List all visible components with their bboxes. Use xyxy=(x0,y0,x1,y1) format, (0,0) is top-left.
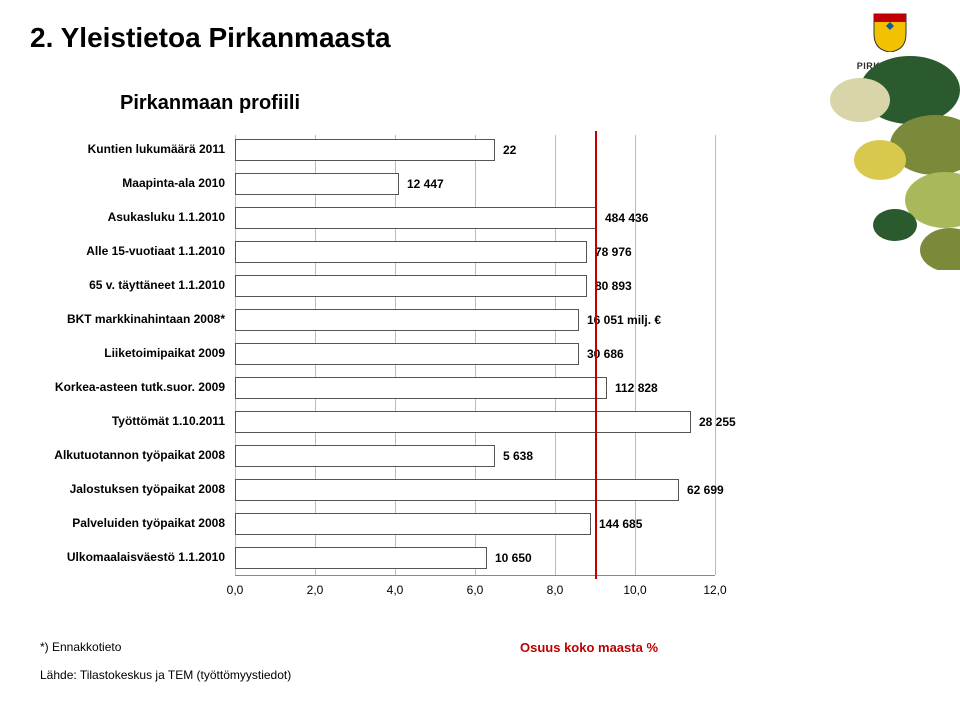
row-label: Alle 15-vuotiaat 1.1.2010 xyxy=(40,245,225,258)
bar xyxy=(235,343,579,365)
bar-value: 484 436 xyxy=(605,207,648,229)
x-axis-title: Osuus koko maasta % xyxy=(520,640,658,655)
row-label: Jalostuksen työpaikat 2008 xyxy=(40,483,225,496)
row-label: 65 v. täyttäneet 1.1.2010 xyxy=(40,279,225,292)
bar-value: 112 828 xyxy=(615,377,658,399)
bar xyxy=(235,445,495,467)
row-label: Liiketoimipaikat 2009 xyxy=(40,347,225,360)
bar-value: 10 650 xyxy=(495,547,532,569)
bar-value: 16 051 milj. € xyxy=(587,309,661,331)
bar-value: 78 976 xyxy=(595,241,632,263)
bar xyxy=(235,173,399,195)
bar xyxy=(235,547,487,569)
bar xyxy=(235,479,679,501)
plot-area: 0,02,04,06,08,010,012,02212 447484 43678… xyxy=(235,135,715,576)
bar xyxy=(235,275,587,297)
bar-value: 28 255 xyxy=(699,411,736,433)
shield-icon xyxy=(872,12,908,52)
x-tick-label: 2,0 xyxy=(307,583,324,597)
footnote-source: Lähde: Tilastokeskus ja TEM (työttömyyst… xyxy=(40,668,291,682)
bar-value: 144 685 xyxy=(599,513,642,535)
row-label: BKT markkinahintaan 2008* xyxy=(40,313,225,326)
row-label: Palveluiden työpaikat 2008 xyxy=(40,517,225,530)
row-label: Kuntien lukumäärä 2011 xyxy=(40,143,225,156)
bar xyxy=(235,139,495,161)
row-label: Työttömät 1.10.2011 xyxy=(40,415,225,428)
footnote-ennakkotieto: *) Ennakkotieto xyxy=(40,640,121,654)
x-tick-label: 8,0 xyxy=(547,583,564,597)
bar-chart: Kuntien lukumäärä 2011 Maapinta-ala 2010 A… xyxy=(40,135,740,635)
bar xyxy=(235,411,691,433)
row-label: Korkea-asteen tutk.suor. 2009 xyxy=(40,381,225,394)
x-tick-label: 6,0 xyxy=(467,583,484,597)
x-tick-label: 0,0 xyxy=(227,583,244,597)
chart-subtitle: Pirkanmaan profiili xyxy=(120,92,300,115)
decorative-blobs xyxy=(760,50,960,270)
bar xyxy=(235,377,607,399)
bar xyxy=(235,241,587,263)
page-title: 2. Yleistietoa Pirkanmaasta xyxy=(30,22,391,54)
bar-value: 80 893 xyxy=(595,275,632,297)
x-tick-label: 12,0 xyxy=(703,583,726,597)
gridline xyxy=(635,135,636,575)
gridline xyxy=(715,135,716,575)
y-axis-labels: Kuntien lukumäärä 2011 Maapinta-ala 2010 A… xyxy=(40,135,225,575)
row-label: Maapinta-ala 2010 xyxy=(40,177,225,190)
bar xyxy=(235,207,597,229)
bar-value: 62 699 xyxy=(687,479,724,501)
x-tick-label: 4,0 xyxy=(387,583,404,597)
row-label: Ulkomaalaisväestö 1.1.2010 xyxy=(40,551,225,564)
row-label: Asukasluku 1.1.2010 xyxy=(40,211,225,224)
bar-value: 22 xyxy=(503,139,516,161)
bar-value: 30 686 xyxy=(587,343,624,365)
row-label: Alkutuotannon työpaikat 2008 xyxy=(40,449,225,462)
reference-line xyxy=(595,131,597,579)
x-tick-label: 10,0 xyxy=(623,583,646,597)
bar-value: 5 638 xyxy=(503,445,533,467)
bar-value: 12 447 xyxy=(407,173,444,195)
bar xyxy=(235,513,591,535)
bar xyxy=(235,309,579,331)
